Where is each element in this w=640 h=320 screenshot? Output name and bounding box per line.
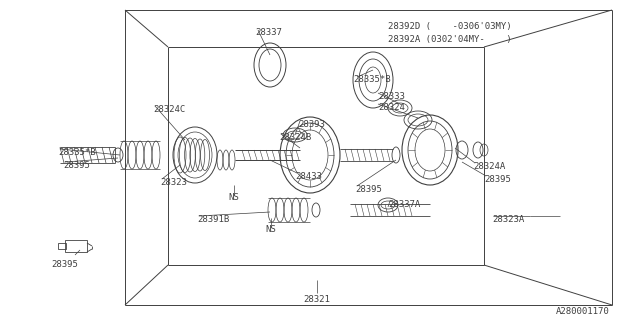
Text: 28335*B: 28335*B — [58, 148, 95, 157]
Text: 28395: 28395 — [484, 175, 511, 184]
Text: 28333: 28333 — [378, 92, 405, 101]
Text: 28392A (0302'04MY-    ): 28392A (0302'04MY- ) — [388, 35, 511, 44]
Text: 28324A: 28324A — [473, 162, 505, 171]
Text: 28433: 28433 — [295, 172, 322, 181]
Text: 28395: 28395 — [355, 185, 382, 194]
Text: 28323: 28323 — [160, 178, 187, 187]
Text: 28323A: 28323A — [492, 215, 524, 224]
Text: 28395: 28395 — [52, 260, 79, 269]
Text: 28337: 28337 — [255, 28, 282, 37]
Text: 28337A: 28337A — [388, 200, 420, 209]
Text: 28393: 28393 — [298, 120, 325, 129]
Text: NS: NS — [266, 225, 276, 234]
Text: 28392D (    -0306'03MY): 28392D ( -0306'03MY) — [388, 22, 511, 31]
Text: 28324: 28324 — [378, 103, 405, 112]
Text: 28335*B: 28335*B — [353, 75, 390, 84]
Text: 28324B: 28324B — [279, 133, 311, 142]
Text: A280001170: A280001170 — [556, 307, 610, 316]
Text: 28395: 28395 — [63, 161, 90, 170]
Text: 28324C: 28324C — [153, 105, 185, 114]
Text: 28391B: 28391B — [197, 215, 229, 224]
Text: 28321: 28321 — [303, 295, 330, 304]
Text: NS: NS — [228, 193, 239, 202]
